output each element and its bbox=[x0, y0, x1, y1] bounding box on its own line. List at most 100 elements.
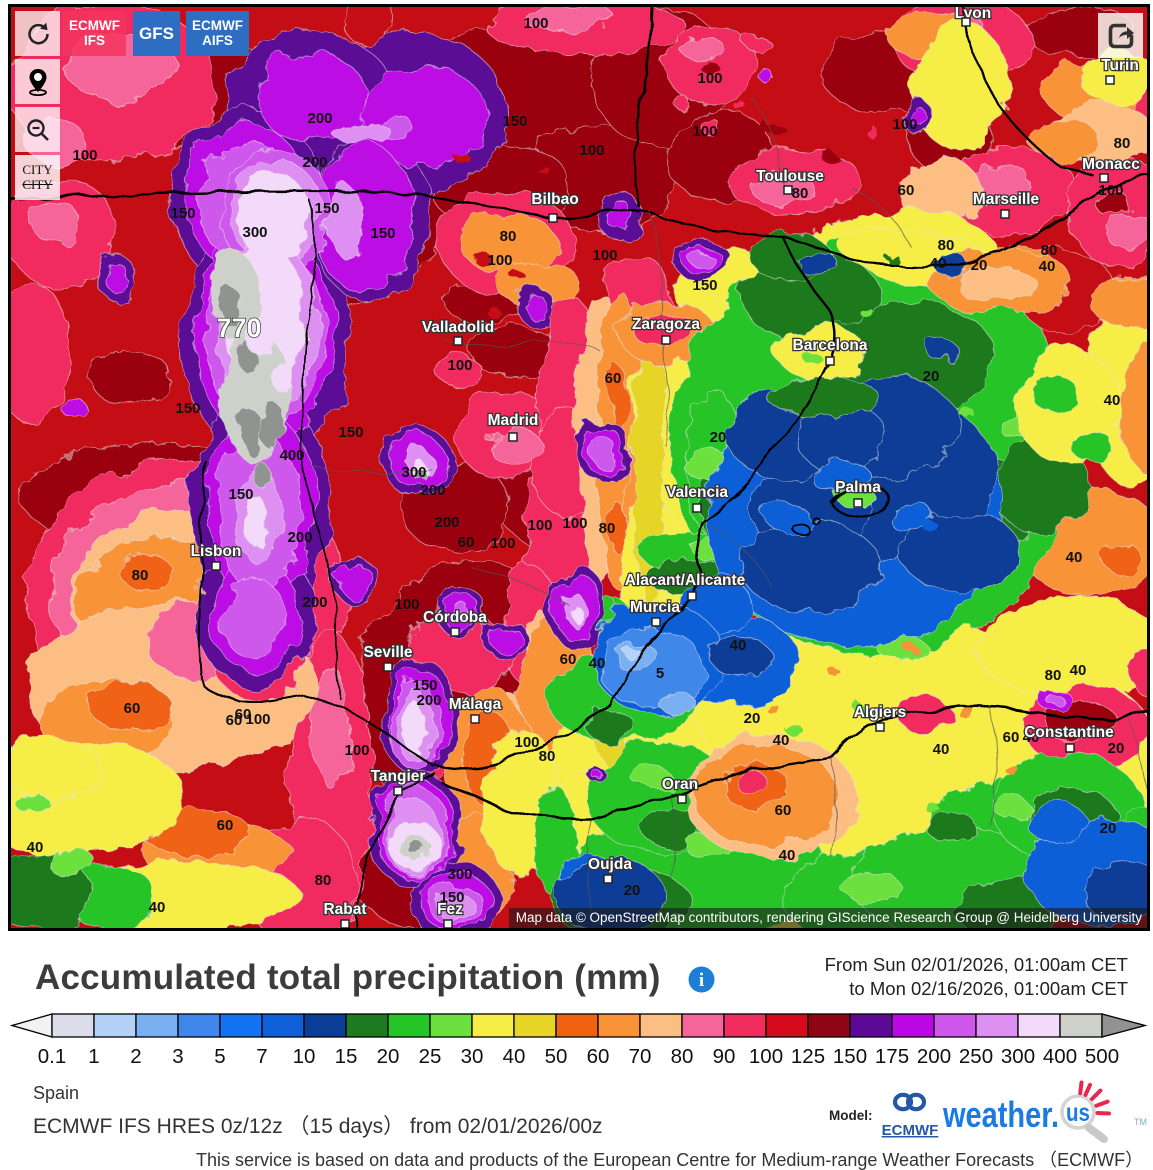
svg-text:Palma: Palma bbox=[835, 479, 881, 496]
svg-text:100: 100 bbox=[447, 357, 472, 374]
svg-text:770: 770 bbox=[216, 313, 261, 343]
svg-text:40: 40 bbox=[1023, 729, 1040, 746]
svg-text:20: 20 bbox=[710, 429, 727, 446]
svg-text:60: 60 bbox=[587, 1045, 610, 1068]
svg-text:30: 30 bbox=[461, 1045, 484, 1068]
svg-text:200: 200 bbox=[416, 692, 441, 709]
svg-text:Barcelona: Barcelona bbox=[793, 337, 868, 354]
svg-text:200: 200 bbox=[420, 482, 445, 499]
svg-text:150: 150 bbox=[692, 277, 717, 294]
svg-text:Lisbon: Lisbon bbox=[191, 543, 242, 560]
svg-text:60: 60 bbox=[1003, 729, 1020, 746]
svg-text:Turin: Turin bbox=[1101, 57, 1139, 74]
svg-text:150: 150 bbox=[338, 424, 363, 441]
svg-text:weather.: weather. bbox=[942, 1094, 1059, 1135]
svg-text:Fez: Fez bbox=[437, 901, 463, 918]
svg-text:40: 40 bbox=[1104, 392, 1121, 409]
svg-text:200: 200 bbox=[302, 154, 327, 171]
svg-text:TM: TM bbox=[1134, 1117, 1147, 1127]
svg-text:175: 175 bbox=[875, 1045, 909, 1068]
svg-text:40: 40 bbox=[773, 732, 790, 749]
svg-text:100: 100 bbox=[487, 252, 512, 269]
svg-text:Toulouse: Toulouse bbox=[756, 168, 824, 185]
svg-text:100: 100 bbox=[523, 15, 548, 32]
svg-text:70: 70 bbox=[629, 1045, 652, 1068]
svg-text:60: 60 bbox=[775, 802, 792, 819]
svg-text:40: 40 bbox=[933, 741, 950, 758]
svg-text:150: 150 bbox=[314, 200, 339, 217]
svg-text:40: 40 bbox=[503, 1045, 526, 1068]
svg-text:400: 400 bbox=[279, 447, 304, 464]
svg-text:Zaragoza: Zaragoza bbox=[632, 316, 700, 333]
svg-text:Tangier: Tangier bbox=[371, 768, 426, 785]
svg-text:10: 10 bbox=[293, 1045, 316, 1068]
svg-text:40: 40 bbox=[779, 847, 796, 864]
svg-text:150: 150 bbox=[228, 486, 253, 503]
svg-text:Constantine: Constantine bbox=[1024, 724, 1114, 741]
svg-text:200: 200 bbox=[287, 529, 312, 546]
svg-text:150: 150 bbox=[502, 113, 527, 130]
svg-text:80: 80 bbox=[938, 237, 955, 254]
svg-text:40: 40 bbox=[730, 637, 747, 654]
svg-text:Oran: Oran bbox=[662, 776, 698, 793]
svg-text:40: 40 bbox=[1066, 549, 1083, 566]
svg-text:100: 100 bbox=[697, 70, 722, 87]
svg-text:90: 90 bbox=[713, 1045, 736, 1068]
svg-text:Monacc: Monacc bbox=[1082, 156, 1140, 173]
svg-text:100: 100 bbox=[514, 734, 539, 751]
svg-text:100: 100 bbox=[579, 142, 604, 159]
svg-text:60: 60 bbox=[217, 817, 234, 834]
svg-text:80: 80 bbox=[1045, 667, 1062, 684]
svg-text:80: 80 bbox=[539, 748, 556, 765]
svg-text:250: 250 bbox=[959, 1045, 993, 1068]
svg-text:300: 300 bbox=[1001, 1045, 1035, 1068]
svg-text:i: i bbox=[699, 970, 704, 991]
svg-text:400: 400 bbox=[1043, 1045, 1077, 1068]
svg-text:20: 20 bbox=[744, 710, 761, 727]
svg-text:300: 300 bbox=[447, 866, 472, 883]
svg-text:100: 100 bbox=[344, 742, 369, 759]
svg-text:100: 100 bbox=[1098, 182, 1123, 199]
svg-text:40: 40 bbox=[149, 899, 166, 916]
svg-text:ECMWF: ECMWF bbox=[882, 1122, 939, 1139]
svg-text:20: 20 bbox=[377, 1045, 400, 1068]
svg-text:5: 5 bbox=[214, 1045, 225, 1068]
svg-text:100: 100 bbox=[562, 515, 587, 532]
svg-text:100: 100 bbox=[692, 123, 717, 140]
svg-text:20: 20 bbox=[1108, 740, 1125, 757]
svg-text:5: 5 bbox=[656, 665, 664, 682]
svg-text:80: 80 bbox=[500, 228, 517, 245]
svg-text:60: 60 bbox=[226, 712, 243, 729]
svg-text:40: 40 bbox=[1039, 258, 1056, 275]
svg-text:200: 200 bbox=[302, 594, 327, 611]
svg-text:150: 150 bbox=[175, 400, 200, 417]
svg-text:50: 50 bbox=[545, 1045, 568, 1068]
svg-text:Bilbao: Bilbao bbox=[531, 191, 578, 208]
svg-text:40: 40 bbox=[589, 655, 606, 672]
svg-text:60: 60 bbox=[235, 706, 252, 723]
svg-text:40: 40 bbox=[27, 839, 44, 856]
svg-text:150: 150 bbox=[439, 889, 464, 906]
svg-text:1: 1 bbox=[88, 1045, 99, 1068]
svg-text:60: 60 bbox=[124, 700, 141, 717]
svg-text:20: 20 bbox=[624, 882, 641, 899]
svg-text:100: 100 bbox=[749, 1045, 783, 1068]
svg-text:Córdoba: Córdoba bbox=[423, 609, 487, 626]
svg-text:80: 80 bbox=[599, 520, 616, 537]
svg-text:Murcia: Murcia bbox=[630, 599, 680, 616]
svg-text:20: 20 bbox=[1100, 820, 1117, 837]
svg-text:100: 100 bbox=[245, 711, 270, 728]
svg-text:60: 60 bbox=[898, 182, 915, 199]
svg-text:300: 300 bbox=[401, 464, 426, 481]
svg-text:100: 100 bbox=[527, 517, 552, 534]
svg-text:125: 125 bbox=[791, 1045, 825, 1068]
svg-text:Alacant/Alicante: Alacant/Alicante bbox=[625, 572, 746, 589]
svg-text:80: 80 bbox=[792, 185, 809, 202]
svg-text:20: 20 bbox=[923, 368, 940, 385]
svg-text:150: 150 bbox=[833, 1045, 867, 1068]
svg-text:80: 80 bbox=[1041, 242, 1058, 259]
svg-text:150: 150 bbox=[370, 225, 395, 242]
svg-text:150: 150 bbox=[170, 205, 195, 222]
svg-text:40: 40 bbox=[1070, 662, 1087, 679]
svg-text:us: us bbox=[1066, 1099, 1090, 1127]
